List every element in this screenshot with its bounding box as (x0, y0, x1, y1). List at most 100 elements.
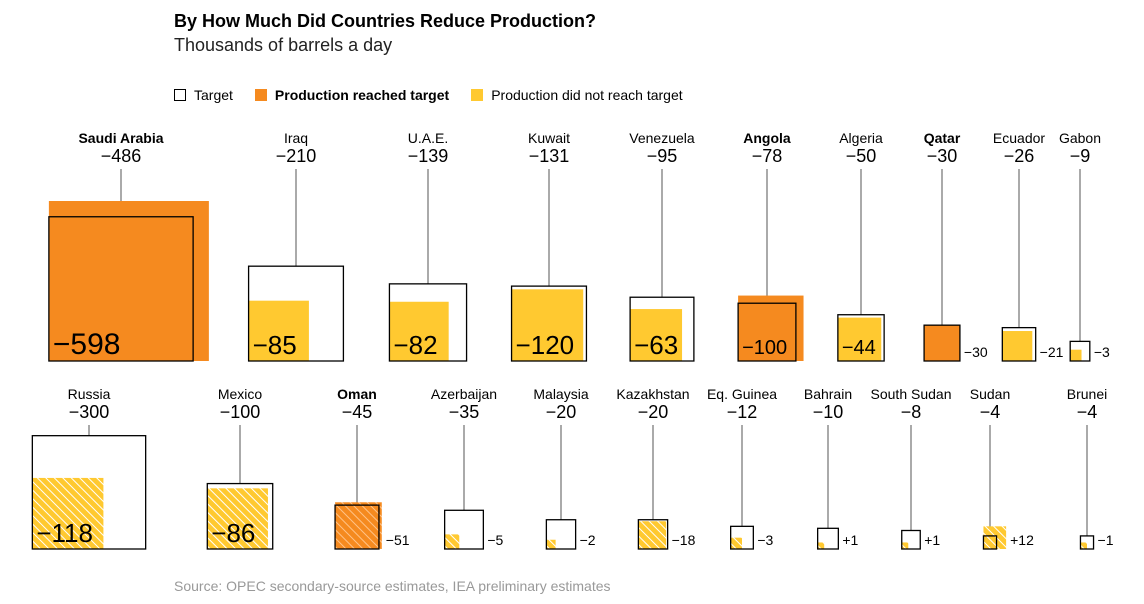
actual-label-brunei: −1 (1098, 532, 1114, 548)
legend-item-not-reached: Production did not reach target (471, 87, 683, 103)
country-label-venezuela: Venezuela (629, 130, 695, 146)
target-label-u-a-e: −139 (408, 146, 449, 166)
target-label-sudan: −4 (980, 402, 1001, 422)
target-square-azerbaijan (443, 509, 485, 550)
target-square-ecuador (1001, 326, 1037, 362)
actual-square-ecuador (1002, 331, 1033, 361)
actual-square-malaysia (546, 539, 556, 549)
target-label-eq-guinea: −12 (727, 402, 758, 422)
actual-label-algeria: −44 (842, 337, 876, 359)
actual-label-iraq: −85 (253, 330, 297, 360)
chart-title: By How Much Did Countries Reduce Product… (174, 11, 597, 31)
target-square-oman (334, 504, 380, 550)
target-square-mexico (206, 482, 274, 550)
actual-label-russia: −118 (36, 518, 93, 548)
actual-label-qatar: −30 (964, 344, 988, 360)
target-square-gabon (1069, 340, 1091, 362)
country-label-brunei: Brunei (1067, 386, 1107, 402)
target-label-south-sudan: −8 (901, 402, 922, 422)
target-label-angola: −78 (752, 146, 783, 166)
target-label-malaysia: −20 (546, 402, 577, 422)
country-label-algeria: Algeria (839, 130, 883, 146)
actual-label-venezuela: −63 (634, 330, 678, 360)
actual-square-algeria (837, 317, 882, 361)
actual-square-bahrain (817, 542, 825, 549)
country-label-ecuador: Ecuador (993, 130, 1045, 146)
actual-square-sudan (983, 526, 1007, 549)
actual-square-gabon (1070, 349, 1082, 361)
actual-square-iraq (248, 300, 309, 361)
target-label-iraq: −210 (276, 146, 317, 166)
actual-label-kuwait: −120 (516, 330, 575, 360)
target-square-algeria (837, 314, 885, 362)
legend-label-not-reached: Production did not reach target (491, 87, 683, 103)
country-label-qatar: Qatar (924, 130, 961, 146)
actual-label-kazakhstan: −18 (672, 532, 696, 548)
actual-square-angola (738, 295, 804, 361)
country-label-saudi-arabia: Saudi Arabia (78, 130, 163, 146)
actual-label-south-sudan: +1 (924, 532, 940, 548)
legend-label-target: Target (194, 87, 233, 103)
target-label-azerbaijan: −35 (449, 402, 480, 422)
country-label-u-a-e: U.A.E. (408, 130, 448, 146)
actual-label-ecuador: −21 (1040, 344, 1064, 360)
actual-label-azerbaijan: −5 (487, 532, 503, 548)
target-square-qatar (923, 324, 961, 362)
target-label-kuwait: −131 (529, 146, 570, 166)
legend-swatch-reached (254, 89, 267, 101)
target-square-kuwait (510, 285, 588, 362)
actual-label-angola: −100 (742, 337, 787, 359)
target-square-iraq (247, 265, 345, 362)
target-label-kazakhstan: −20 (638, 402, 669, 422)
target-label-russia: −300 (69, 402, 110, 422)
actual-square-u-a-e (389, 301, 449, 361)
legend-label-reached: Production reached target (274, 87, 450, 103)
country-label-russia: Russia (68, 386, 111, 402)
legend: Target Production reached target Product… (174, 87, 705, 103)
actual-label-bahrain: +1 (842, 532, 858, 548)
actual-label-sudan: +12 (1010, 532, 1034, 548)
country-label-sudan: Sudan (970, 386, 1010, 402)
target-square-venezuela (629, 296, 695, 362)
target-square-u-a-e (388, 283, 468, 362)
country-label-bahrain: Bahrain (804, 386, 852, 402)
country-label-south-sudan: South Sudan (871, 386, 952, 402)
actual-label-eq-guinea: −3 (757, 532, 773, 548)
target-label-algeria: −50 (846, 146, 877, 166)
country-label-eq-guinea: Eq. Guinea (707, 386, 777, 402)
target-square-south-sudan (901, 529, 921, 550)
actual-square-kuwait (511, 289, 584, 361)
source-note: Source: OPEC secondary-source estimates,… (174, 578, 611, 594)
actual-label-saudi-arabia: −598 (53, 328, 121, 361)
actual-square-azerbaijan (444, 534, 460, 549)
actual-label-gabon: −3 (1094, 344, 1110, 360)
chart-subtitle: Thousands of barrels a day (174, 35, 393, 55)
country-label-oman: Oman (337, 386, 377, 402)
country-label-azerbaijan: Azerbaijan (431, 386, 497, 402)
target-label-saudi-arabia: −486 (101, 146, 142, 166)
actual-square-saudi-arabia (48, 201, 209, 361)
legend-swatch-target (174, 89, 186, 101)
legend-swatch-not-reached (471, 89, 484, 101)
target-square-angola (737, 302, 797, 362)
actual-square-eq-guinea (730, 537, 742, 549)
legend-item-reached: Production reached target (254, 87, 450, 103)
actual-label-malaysia: −2 (580, 532, 596, 548)
target-square-saudi-arabia (48, 216, 194, 362)
target-square-eq-guinea (730, 525, 754, 550)
country-label-angola: Angola (743, 130, 791, 146)
actual-label-u-a-e: −82 (393, 330, 437, 360)
actual-label-mexico: −86 (211, 518, 255, 548)
actual-square-kazakhstan (638, 521, 667, 549)
target-square-kazakhstan (637, 519, 669, 550)
country-label-kazakhstan: Kazakhstan (616, 386, 689, 402)
target-label-gabon: −9 (1070, 146, 1091, 166)
actual-square-russia (32, 477, 104, 549)
country-label-kuwait: Kuwait (528, 130, 570, 146)
actual-square-south-sudan (901, 542, 909, 549)
target-label-mexico: −100 (220, 402, 261, 422)
actual-square-mexico (207, 488, 268, 549)
actual-square-qatar (924, 325, 960, 361)
country-label-iraq: Iraq (284, 130, 308, 146)
